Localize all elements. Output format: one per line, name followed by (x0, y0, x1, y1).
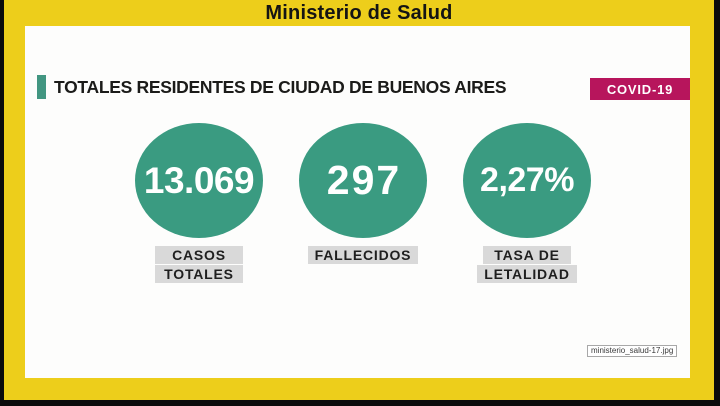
stat-casos-totales: 13.069 CASOS TOTALES (135, 123, 263, 284)
stat-label-fallecidos: FALLECIDOS (307, 246, 419, 265)
stat-circle-tasa-letalidad: 2,27% (463, 123, 591, 238)
stat-label-line: TOTALES (155, 265, 243, 283)
stats-row: 13.069 CASOS TOTALES 297 FALLECIDOS (135, 123, 591, 284)
stat-value-tasa-letalidad: 2,27% (480, 161, 574, 199)
stat-label-tasa-letalidad: TASA DE LETALIDAD (477, 246, 577, 284)
filename-watermark: ministerio_salud-17.jpg (587, 345, 678, 357)
slide-title: TOTALES RESIDENTES DE CIUDAD DE BUENOS A… (54, 76, 507, 97)
stat-label-line: FALLECIDOS (307, 246, 419, 264)
stat-fallecidos: 297 FALLECIDOS (299, 123, 427, 284)
title-accent-bar (37, 75, 46, 99)
stat-circle-fallecidos: 297 (299, 123, 427, 238)
stat-label-line: CASOS (155, 246, 243, 264)
slide-card: TOTALES RESIDENTES DE CIUDAD DE BUENOS A… (25, 26, 690, 378)
stat-value-casos-totales: 13.069 (143, 159, 255, 201)
covid19-badge: COVID-19 (590, 78, 690, 100)
stat-label-line: LETALIDAD (477, 265, 577, 283)
title-row: TOTALES RESIDENTES DE CIUDAD DE BUENOS A… (37, 75, 507, 99)
stat-tasa-letalidad: 2,27% TASA DE LETALIDAD (463, 123, 591, 284)
header-bar: Ministerio de Salud (4, 0, 714, 26)
yellow-frame: Ministerio de Salud TOTALES RESIDENTES D… (4, 0, 714, 400)
stat-label-casos-totales: CASOS TOTALES (155, 246, 243, 284)
header-title: Ministerio de Salud (265, 1, 453, 24)
stat-circle-casos-totales: 13.069 (135, 123, 263, 238)
stat-value-fallecidos: 297 (326, 157, 402, 203)
stat-label-line: TASA DE (483, 246, 571, 264)
